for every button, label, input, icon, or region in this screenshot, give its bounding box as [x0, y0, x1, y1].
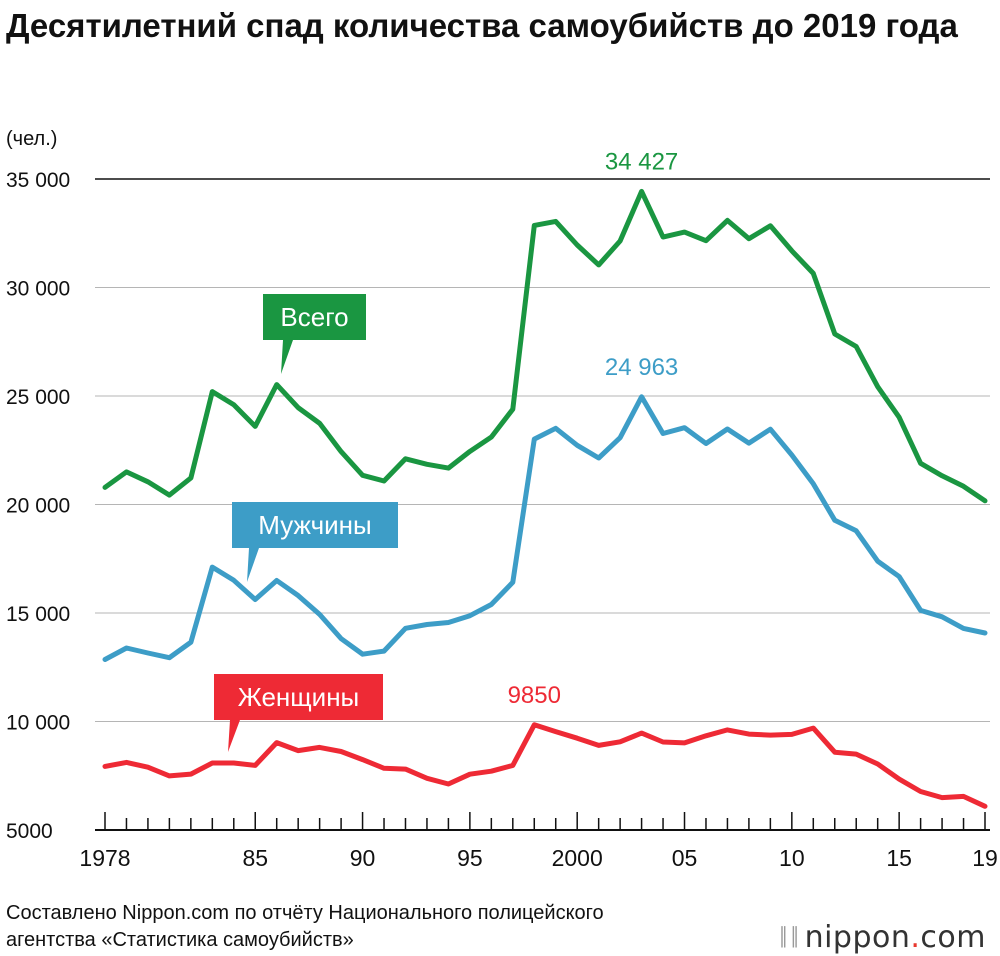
x-tick-label: 90: [350, 845, 376, 871]
y-tick-label: 35 000: [6, 169, 70, 192]
y-tick-label: 30 000: [6, 278, 70, 301]
y-tick-label: 25 000: [6, 386, 70, 409]
logo-name: nippon: [804, 920, 911, 955]
legend-callout-women: [214, 674, 383, 752]
peak-label-women: 9850: [508, 682, 561, 709]
x-tick-label: 95: [457, 845, 483, 871]
y-tick-label: 5000: [6, 820, 53, 843]
source-note: Составлено Nippon.com по отчёту Национал…: [6, 900, 604, 954]
peak-label-men: 24 963: [605, 354, 678, 381]
legend-label-total: Всего: [280, 302, 348, 332]
x-tick-label: 85: [242, 845, 268, 871]
y-tick-label: 15 000: [6, 603, 70, 626]
x-tick-label: 19: [972, 845, 998, 871]
series-line-men: [102, 394, 988, 662]
chart-title: Десятилетний спад количества самоубийств…: [6, 7, 958, 44]
x-tick-label: 05: [672, 845, 698, 871]
nippon-logo: ║║ nippon.com: [778, 920, 986, 955]
legend-callout-total: [263, 294, 366, 374]
source-line-1: Составлено Nippon.com по отчёту Национал…: [6, 902, 604, 924]
series-line-total: [102, 188, 988, 504]
y-tick-label: 20 000: [6, 495, 70, 518]
source-line-2: агентства «Статистика самоубийств»: [6, 929, 354, 951]
peak-label-total: 34 427: [605, 148, 678, 175]
x-tick-label: 1978: [79, 845, 130, 871]
line-chart: 5000 10 000 15 000 20 000 25 000 30 000 35 000…: [6, 148, 998, 871]
legend-label-men: Мужчины: [258, 510, 371, 540]
x-tick-label: 15: [886, 845, 912, 871]
y-tick-label: 10 000: [6, 712, 70, 735]
y-axis-unit-label: (чел.): [6, 128, 58, 150]
series-line-women: [102, 722, 988, 809]
legend-callout-men: [232, 502, 398, 582]
logo-suffix: com: [920, 920, 986, 955]
logo-dot: .: [910, 920, 921, 955]
logo-bars-icon: ║║: [777, 927, 801, 948]
x-tick-label: 2000: [552, 845, 603, 871]
legend-label-women: Женщины: [238, 682, 359, 712]
x-tick-label: 10: [779, 845, 805, 871]
